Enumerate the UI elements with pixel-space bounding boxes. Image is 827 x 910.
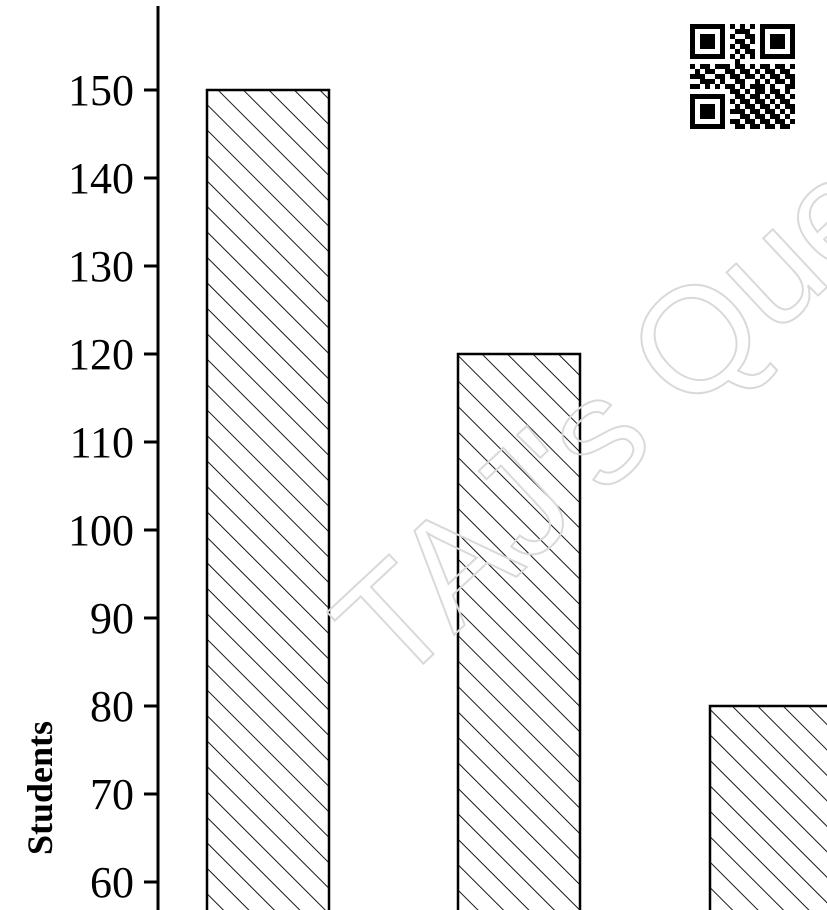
y-axis: 60 70 80 90 100 110 120 130 140 150 [68,6,158,910]
qr-code-icon [690,24,795,129]
y-tick-label-60: 60 [90,858,134,907]
y-tick-label-140: 140 [68,154,134,203]
y-tick-label-110: 110 [70,418,134,467]
y-tick-label-130: 130 [68,242,134,291]
y-tick-label-120: 120 [68,330,134,379]
bar-3 [710,706,827,910]
y-tick-label-100: 100 [68,506,134,555]
y-axis-title: Students [20,721,60,855]
y-tick-label-80: 80 [90,682,134,731]
y-tick-label-150: 150 [68,66,134,115]
y-tick-label-70: 70 [90,770,134,819]
bar-1 [207,90,329,910]
y-tick-label-90: 90 [90,594,134,643]
